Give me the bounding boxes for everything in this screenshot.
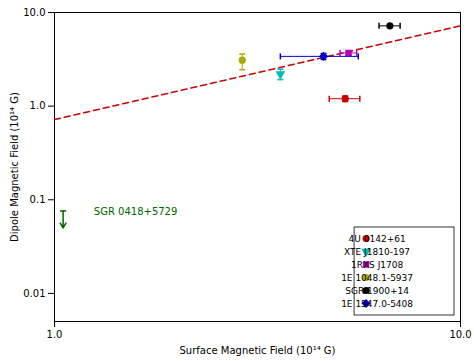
svg-text:1.0: 1.0 <box>30 100 46 111</box>
svg-text:0.01: 0.01 <box>23 288 45 299</box>
svg-text:Surface Magnetic Field (10¹⁴ G: Surface Magnetic Field (10¹⁴ G) <box>180 345 336 356</box>
svg-text:1E 1547.0-5408: 1E 1547.0-5408 <box>341 299 413 309</box>
svg-text:Dipole Magnetic Field (10¹⁴ G): Dipole Magnetic Field (10¹⁴ G) <box>9 92 20 242</box>
svg-text:SGR 0418+5729: SGR 0418+5729 <box>94 206 178 217</box>
svg-text:1E 1048.1-5937: 1E 1048.1-5937 <box>341 273 413 283</box>
svg-text:1RXS J1708: 1RXS J1708 <box>351 260 404 270</box>
svg-text:10.0: 10.0 <box>23 7 45 18</box>
svg-text:1.0: 1.0 <box>47 329 63 340</box>
svg-text:10.0: 10.0 <box>449 329 471 340</box>
svg-text:XTE J1810-197: XTE J1810-197 <box>344 247 410 257</box>
svg-text:SGR 1900+14: SGR 1900+14 <box>345 286 409 296</box>
svg-text:0.1: 0.1 <box>30 194 46 205</box>
svg-text:4U 0142+61: 4U 0142+61 <box>349 234 406 244</box>
